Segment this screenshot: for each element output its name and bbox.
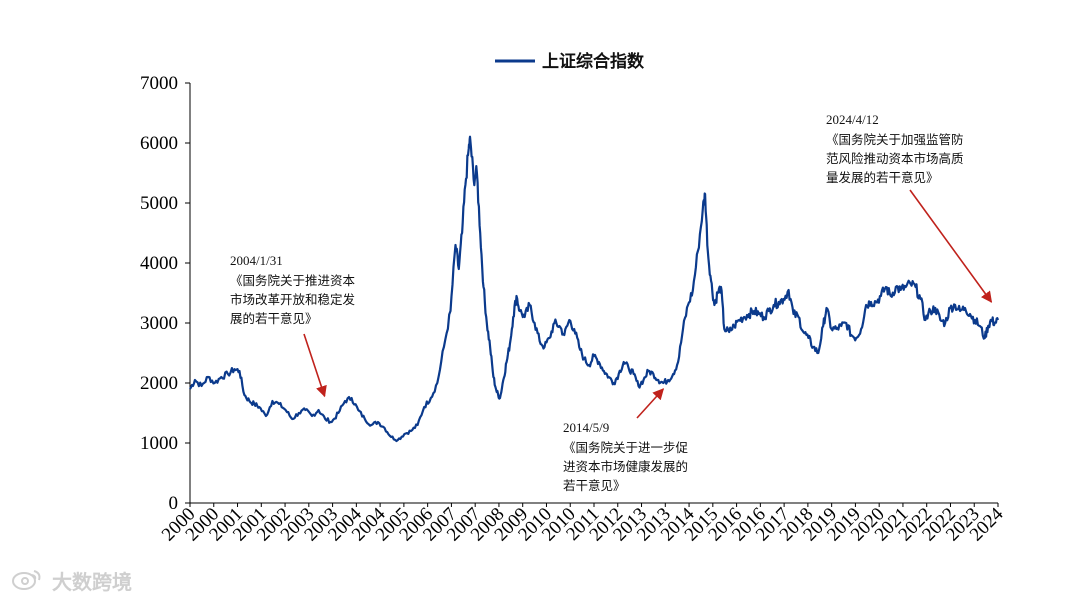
weibo-logo-icon — [12, 570, 41, 590]
annotation-2014-date: 2014/5/9 — [563, 420, 609, 435]
y-tick-label: 3000 — [140, 313, 178, 334]
watermark: 大数跨境 — [12, 570, 132, 594]
legend: 上证综合指数 — [495, 51, 645, 72]
annotation-2004-arrow — [303, 333, 327, 398]
annotation-2014: 2014/5/9 《国务院关于进一步促 进资本市场健康发展的 若干意见》 — [563, 388, 689, 493]
annotation-2014-line-3: 若干意见》 — [563, 478, 626, 493]
annotation-2014-line-2: 进资本市场健康发展的 — [563, 459, 688, 474]
series-line-shanghai-composite — [189, 135, 1000, 443]
annotation-2004-line-1: 《国务院关于推进资本 — [230, 273, 356, 288]
annotations: 2004/1/31 《国务院关于推进资本 市场改革开放和稳定发 展的若干意见》 … — [230, 112, 993, 493]
annotation-2004-line-3: 展的若干意见》 — [230, 311, 318, 326]
annotation-2004: 2004/1/31 《国务院关于推进资本 市场改革开放和稳定发 展的若干意见》 — [230, 253, 356, 398]
annotation-2024: 2024/4/12 《国务院关于加强监管防 范风险推动资本市场高质 量发展的若干… — [826, 112, 993, 303]
y-tick-label: 2000 — [140, 373, 178, 394]
y-tick-label: 1000 — [140, 433, 178, 454]
annotation-2024-arrow — [909, 189, 993, 303]
watermark-text: 大数跨境 — [52, 570, 132, 594]
y-ticks: 0 1000 2000 3000 4000 5000 6000 7000 — [140, 73, 190, 514]
x-ticks: 2000200020012001200220032003200420042005… — [158, 503, 1008, 545]
annotation-2024-line-3: 量发展的若干意见》 — [826, 170, 939, 185]
annotation-2004-date: 2004/1/31 — [230, 253, 283, 268]
annotation-2014-arrow — [636, 388, 665, 419]
y-tick-label: 0 — [169, 493, 179, 514]
annotation-2024-date: 2024/4/12 — [826, 112, 879, 127]
annotation-2024-line-2: 范风险推动资本市场高质 — [826, 151, 964, 166]
annotation-2024-line-1: 《国务院关于加强监管防 — [826, 132, 964, 147]
y-tick-label: 6000 — [140, 133, 178, 154]
y-tick-label: 7000 — [140, 73, 178, 94]
y-tick-label: 5000 — [140, 193, 178, 214]
y-tick-label: 4000 — [140, 253, 178, 274]
annotation-2014-line-1: 《国务院关于进一步促 — [563, 440, 689, 455]
annotation-2004-line-2: 市场改革开放和稳定发 — [230, 292, 356, 307]
legend-label: 上证综合指数 — [542, 51, 645, 72]
